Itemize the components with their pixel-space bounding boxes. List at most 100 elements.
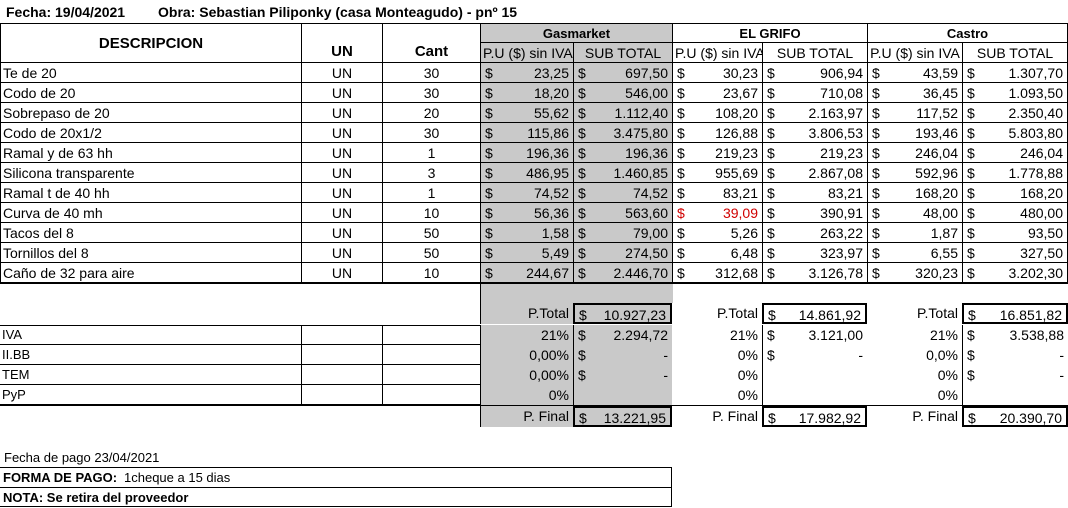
item-quantity: 20 [382,103,480,123]
money-value: 23,25 [533,65,569,81]
dollar-sign: $ [485,205,493,221]
money-value: 83,21 [827,185,863,201]
money-value: 312,68 [715,265,758,281]
money-value: 592,96 [915,165,958,181]
money-cell: $323,97 [762,243,867,263]
money-value: 56,36 [533,205,569,221]
dollar-sign: $ [578,185,586,201]
tax-label: II.BB [0,345,301,365]
dollar-sign: $ [578,105,586,121]
project-label: Obra: Sebastian Piliponky (casa Monteagu… [158,4,518,20]
money-value: 39,09 [722,205,758,221]
dollar-sign: $ [767,327,775,343]
table-row: Codo de 20 UN 30 $18,20 $546,00 $23,67 $710,08… [0,83,1068,103]
money-value: 5,26 [730,225,758,241]
header-descripcion: DESCRIPCION [0,23,301,63]
dollar-sign: $ [677,145,685,161]
tax-amount-value: - [663,367,668,383]
tax-amount: $2.294,72 [573,325,672,345]
money-value: 36,45 [922,85,958,101]
money-value: 18,20 [533,85,569,101]
dollar-sign: $ [578,367,586,383]
payment-method-value: 1cheque a 15 dias [124,470,231,485]
dollar-sign: $ [768,307,776,323]
money-cell: $219,23 [672,143,762,163]
dollar-sign: $ [967,105,975,121]
ptotal-gas: $10.927,23 [573,303,672,324]
dollar-sign: $ [677,265,685,281]
item-quantity: 30 [382,123,480,143]
payment-date: Fecha de pago 23/04/2021 [4,450,160,465]
tax-amount-value: - [1059,367,1064,383]
header-cant: Cant [382,23,480,63]
dollar-sign: $ [767,105,775,121]
note-text: NOTA: Se retira del proveedor [3,490,189,505]
tax-percent: 21% [480,325,573,345]
money-value: 5.803,80 [1008,125,1064,141]
item-unit: UN [301,183,382,203]
money-cell: $246,04 [962,143,1068,163]
money-value: 3.475,80 [613,125,669,141]
tax-amount: $ - [962,345,1068,365]
money-cell: $196,36 [573,143,672,163]
dollar-sign: $ [767,205,775,221]
money-value: 1.093,50 [1008,85,1064,101]
money-value: 1.778,88 [1008,165,1064,181]
money-cell: $36,45 [867,83,962,103]
dollar-sign: $ [872,125,880,141]
tax-percent: 0% [737,387,758,403]
money-cell: $906,94 [762,63,867,83]
money-cell: $83,21 [762,183,867,203]
ptotal-row: P.Total $10.927,23 P.Total $14.861,92 P.… [0,303,1068,324]
money-cell: $43,59 [867,63,962,83]
ptotal-castro-value: 16.851,82 [999,307,1062,323]
item-description: Codo de 20x1/2 [0,123,301,143]
blank-cell [382,385,480,405]
money-cell: $108,20 [672,103,762,123]
table-row: Caño de 32 para aire UN 10 $244,67 $2.446,70… [0,263,1068,283]
money-value: 168,20 [915,185,958,201]
money-value: 546,00 [625,85,668,101]
money-value: 79,00 [632,225,668,241]
item-quantity: 3 [382,163,480,183]
ptotal-label-gas: P.Total [480,303,573,324]
pfinal-castro-value: 20.390,70 [999,410,1062,426]
item-unit: UN [301,203,382,223]
money-cell: $390,91 [762,203,867,223]
supplier-castro: Castro [867,23,1068,43]
dollar-sign: $ [578,245,586,261]
item-description: Silicona transparente [0,163,301,183]
blank-cell [382,365,480,385]
money-cell: $1.112,40 [573,103,672,123]
dollar-sign: $ [767,265,775,281]
dollar-sign: $ [768,410,776,426]
table-row: Te de 20 UN 30 $23,25 $697,50 $30,23 $906,94 $4… [0,63,1068,83]
header-grifo-subtotal: SUB TOTAL [762,43,867,63]
tax-amount: $ - [573,345,672,365]
money-cell: $1.778,88 [962,163,1068,183]
table-row: Tornillos del 8 UN 50 $5,49 $274,50 $6,48 $323… [0,243,1068,263]
money-cell: $5.803,80 [962,123,1068,143]
dollar-sign: $ [677,125,685,141]
tax-amount [762,365,867,385]
blank-cell [301,325,382,345]
pfinal-label-gas: P. Final [480,406,573,427]
tax-percent: 0,00% [480,365,573,385]
note-row: NOTA: Se retira del proveedor [0,488,671,507]
tax-label: TEM [0,365,301,385]
money-cell: $193,46 [867,123,962,143]
dollar-sign: $ [967,327,975,343]
item-unit: UN [301,143,382,163]
item-description: Ramal t de 40 hh [0,183,301,203]
item-unit: UN [301,163,382,183]
money-value: 126,88 [715,125,758,141]
money-value: 219,23 [715,145,758,161]
money-value: 263,22 [820,225,863,241]
tax-amount: $ - [573,365,672,385]
money-value: 246,04 [1020,145,1063,161]
money-cell: $55,62 [480,103,573,123]
items-bottom-rule [0,283,1068,284]
dollar-sign: $ [677,105,685,121]
money-cell: $480,00 [962,203,1068,223]
item-description: Te de 20 [0,63,301,83]
